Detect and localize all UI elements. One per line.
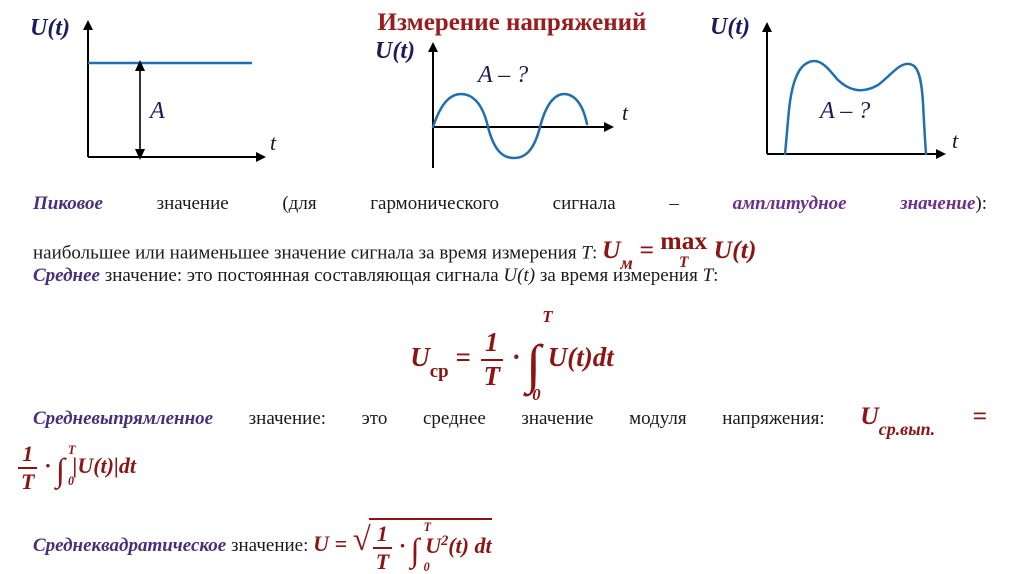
svg-text:A: A [148, 98, 165, 124]
svg-text:t: t [952, 128, 959, 153]
svg-text:t: t [622, 100, 629, 125]
svg-text:U(t): U(t) [710, 14, 750, 40]
svg-text:U(t): U(t) [30, 15, 70, 41]
svg-text:A – ?: A – ? [476, 62, 528, 88]
svg-text:t: t [270, 130, 277, 155]
svg-text:A – ?: A – ? [818, 98, 870, 124]
svg-text:U(t): U(t) [375, 38, 415, 64]
